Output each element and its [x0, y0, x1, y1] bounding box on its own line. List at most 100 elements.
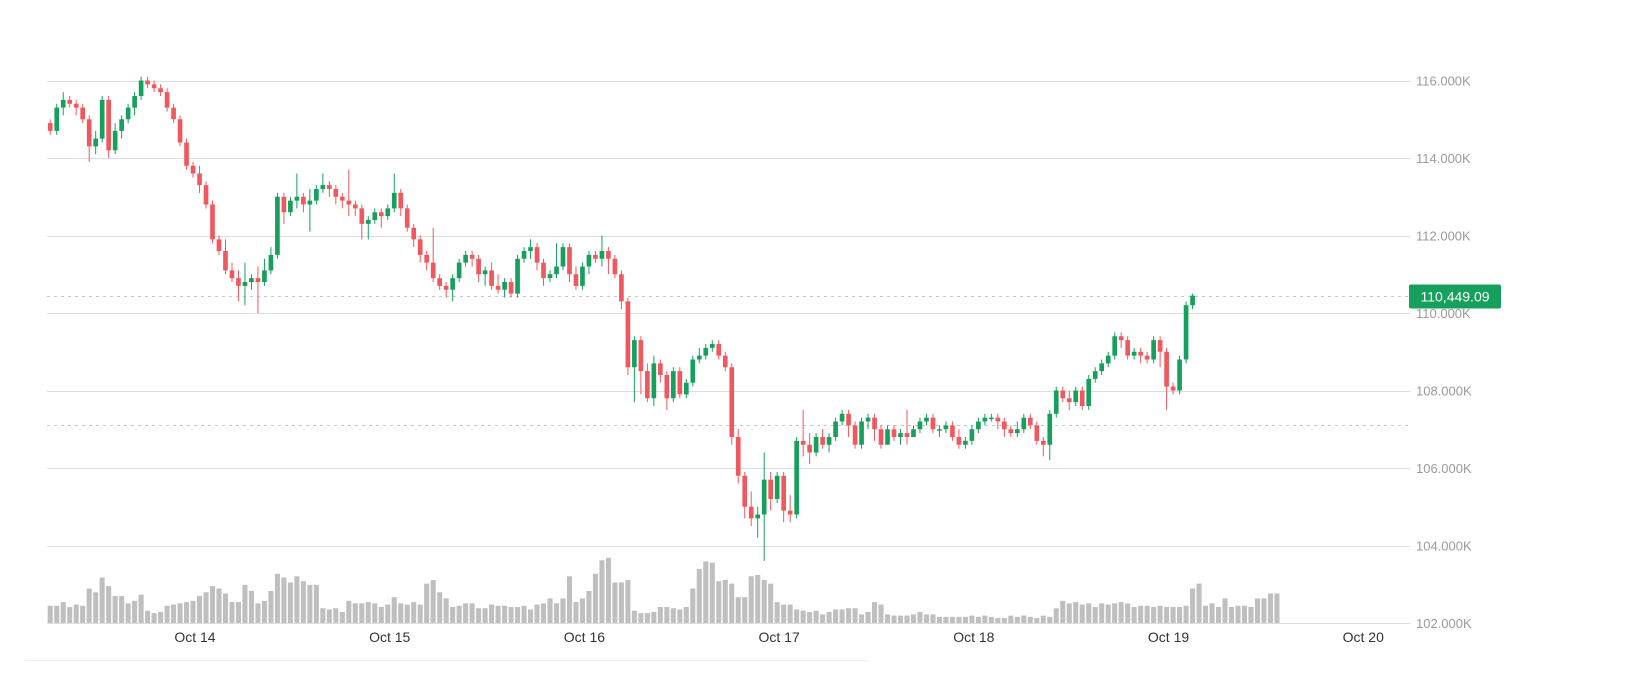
- candle-body-up: [865, 417, 871, 422]
- candle-body-up: [586, 254, 592, 267]
- volume-bar: [846, 608, 852, 623]
- volume-bar: [677, 609, 683, 623]
- x-tick-label: Oct 15: [369, 629, 410, 645]
- volume-bar: [553, 603, 560, 623]
- candle-body-down: [878, 429, 884, 445]
- candle-body-up: [651, 363, 657, 399]
- candle-body-down: [677, 371, 683, 395]
- volume-bar: [897, 615, 904, 623]
- volume-bar: [489, 604, 495, 623]
- candle-body-down: [210, 204, 215, 240]
- volume-bar: [443, 598, 449, 623]
- volume-bar: [1215, 607, 1222, 623]
- candle-body-down: [339, 196, 345, 201]
- volume-bar: [1241, 605, 1248, 623]
- candle-body-up: [515, 258, 520, 294]
- current-price-marker: 110,449.09: [1409, 284, 1501, 309]
- candle-body-down: [716, 344, 722, 356]
- candle-body-up: [924, 417, 929, 422]
- volume-bar: [1274, 593, 1280, 623]
- volume-bar: [222, 593, 229, 623]
- volume-bar: [1209, 603, 1215, 623]
- candle-body-up: [132, 96, 137, 108]
- candle-body-down: [1027, 417, 1033, 426]
- volume-bar: [1118, 602, 1124, 623]
- candle-body-down: [1060, 390, 1066, 399]
- volume-bar: [430, 579, 436, 623]
- volume-bar: [1040, 615, 1046, 623]
- candle-body-down: [904, 433, 910, 437]
- candle-body-up: [502, 282, 507, 290]
- volume-bar: [372, 603, 378, 623]
- candle-body-up: [560, 247, 566, 267]
- candle-body-up: [60, 99, 66, 108]
- volume-bar: [164, 605, 170, 623]
- candle-body-down: [748, 506, 754, 519]
- volume-bar: [696, 568, 702, 623]
- candle-body-down: [151, 84, 157, 89]
- candle-body-up: [249, 278, 254, 282]
- candle-body-up: [365, 220, 371, 224]
- candle-body-up: [1177, 359, 1182, 391]
- candle-body-up: [54, 107, 60, 131]
- candle-body-up: [709, 344, 715, 348]
- volume-bar: [729, 583, 735, 623]
- candle-body-up: [1021, 417, 1027, 430]
- volume-bar: [1034, 618, 1040, 623]
- volume-bar: [1190, 588, 1196, 623]
- candle-body-down: [593, 254, 598, 259]
- candle-body-up: [989, 417, 994, 420]
- volume-bar: [813, 610, 819, 623]
- volume-bar: [865, 611, 871, 623]
- candle-body-up: [450, 278, 455, 290]
- x-tick-label: Oct 17: [759, 629, 800, 645]
- candle-body-down: [184, 142, 189, 166]
- volume-bar: [171, 604, 177, 623]
- candle-body-down: [1164, 351, 1169, 387]
- volume-bar: [1086, 603, 1092, 623]
- candle-body-down: [930, 417, 936, 430]
- candle-body-down: [1008, 429, 1014, 434]
- volume-bar: [1047, 616, 1053, 623]
- volume-bar: [1014, 616, 1020, 623]
- volume-bar: [47, 605, 53, 623]
- volume-bar: [1157, 605, 1163, 623]
- candle-body-down: [1118, 336, 1124, 341]
- candle-body-down: [573, 274, 579, 286]
- volume-bar: [936, 616, 942, 623]
- volume-bar: [891, 615, 897, 623]
- candle-body-up: [1151, 340, 1156, 360]
- candle-body-up: [547, 274, 553, 279]
- volume-bar: [411, 602, 417, 623]
- candle-body-down: [469, 254, 475, 259]
- candle-body-up: [99, 99, 105, 139]
- volume-bar: [1170, 607, 1176, 623]
- volume-bar: [359, 603, 365, 623]
- volume-bar: [703, 561, 709, 623]
- volume-bar: [742, 597, 748, 623]
- volume-bar: [145, 610, 151, 623]
- volume-bar: [852, 608, 858, 623]
- candle-body-up: [911, 429, 916, 437]
- candle-body-up: [885, 429, 890, 445]
- volume-bar: [1131, 607, 1137, 623]
- candle-body-down: [437, 278, 443, 286]
- x-tick-label: Oct 20: [1343, 629, 1384, 645]
- volume-bar: [352, 603, 358, 623]
- volume-bar: [735, 597, 741, 623]
- volume-bar: [1125, 603, 1131, 623]
- volume-bar: [229, 602, 235, 623]
- candle-body-up: [314, 189, 319, 201]
- candle-body-up: [112, 130, 118, 151]
- volume-bar: [456, 605, 462, 623]
- volume-bar: [787, 604, 793, 623]
- candle-body-down: [658, 363, 663, 375]
- candle-body-up: [125, 107, 131, 120]
- candle-body-down: [820, 437, 825, 445]
- volume-bar: [839, 609, 845, 623]
- candle-body-down: [430, 262, 436, 279]
- volume-bar: [502, 605, 508, 623]
- candle-body-up: [385, 208, 391, 217]
- candle-body-up: [898, 433, 903, 437]
- volume-bar: [826, 611, 832, 623]
